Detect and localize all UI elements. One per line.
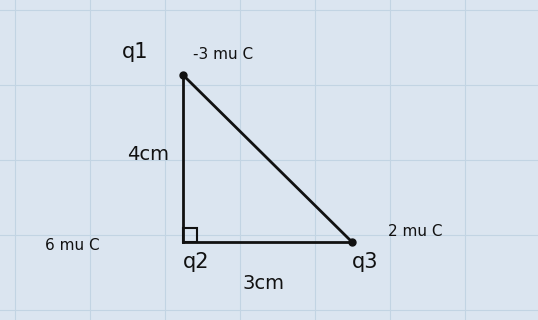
Text: q2: q2 [183,252,209,272]
Text: 3cm: 3cm [242,274,284,293]
Text: 6 mu C: 6 mu C [45,238,100,253]
Text: q1: q1 [122,42,148,62]
Text: 2 mu C: 2 mu C [388,225,442,239]
Text: -3 mu C: -3 mu C [193,47,253,62]
Text: 4cm: 4cm [127,146,169,164]
Bar [183,228,197,242]
Text: q3: q3 [352,252,379,272]
